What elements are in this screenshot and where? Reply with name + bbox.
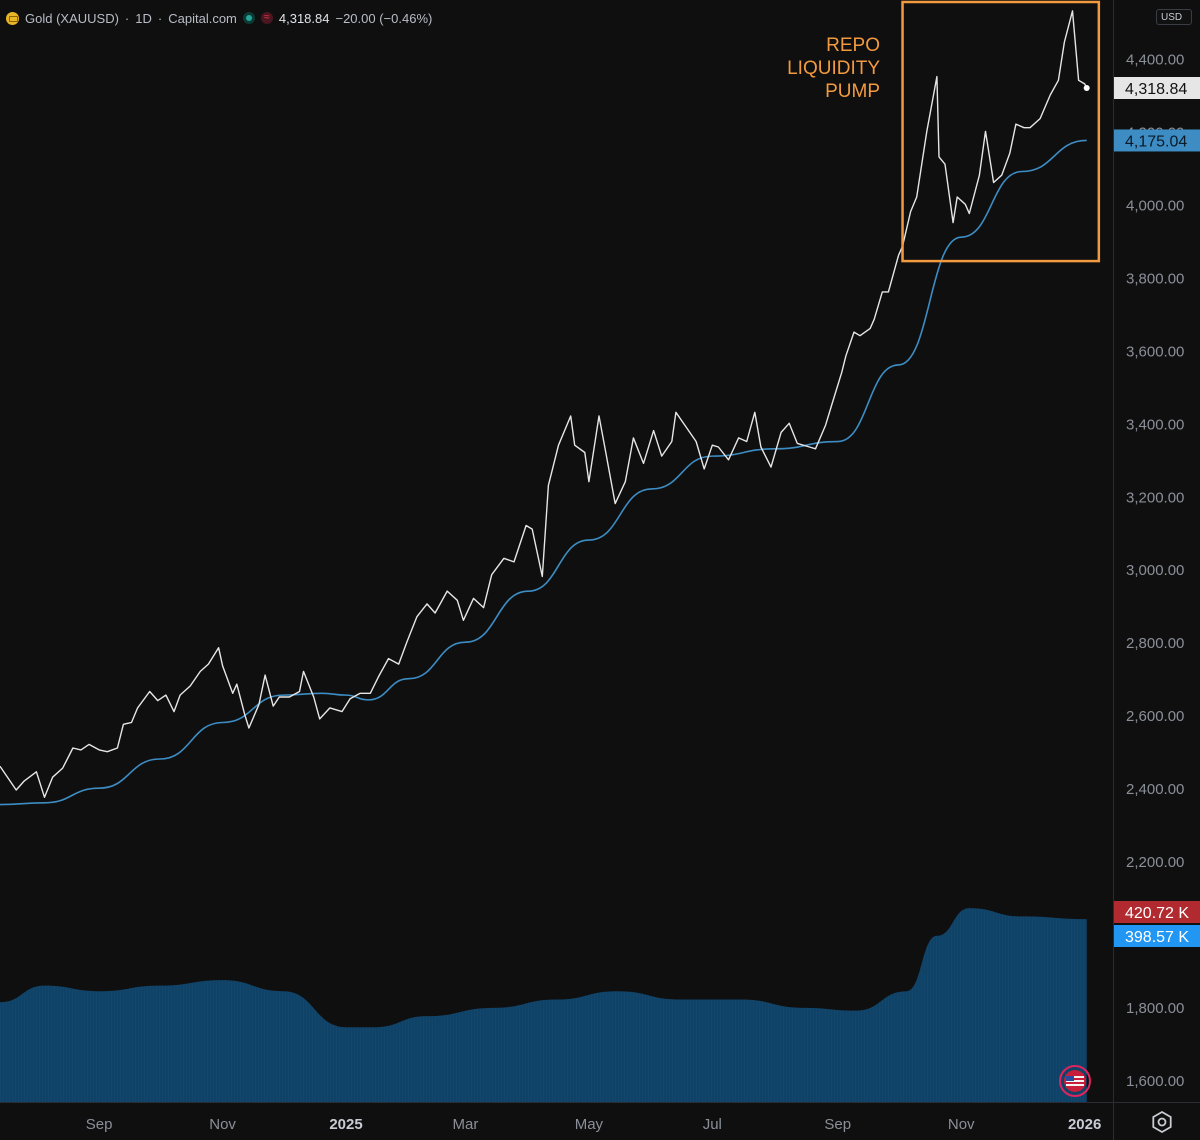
last-price: 4,318.84 — [278, 10, 330, 26]
volume-label-red-bg — [1114, 901, 1200, 923]
y-tick-label: 3,000.00 — [1126, 562, 1184, 579]
y-tick-label: 2,800.00 — [1126, 635, 1184, 652]
volume-area — [0, 908, 1087, 1102]
y-tick-label: 3,600.00 — [1126, 343, 1184, 360]
highlight-box-layer — [901, 0, 1101, 263]
time-axis-panel — [0, 1103, 1113, 1140]
x-tick-label: Nov — [948, 1116, 975, 1133]
annotation-text: REPO LIQUIDITY PUMP — [760, 34, 880, 103]
y-tick-label: 2,400.00 — [1126, 781, 1184, 798]
price-axis-panel — [1113, 0, 1200, 1140]
axis-labels: 4,318.84 4,175.04 420.72 K 398.57 K — [1114, 76, 1200, 947]
price-line — [0, 10, 1088, 798]
y-tick-label: 3,200.00 — [1126, 489, 1184, 506]
us-flag-icon[interactable] — [1055, 1065, 1095, 1097]
x-tick-label: Jul — [703, 1116, 722, 1133]
x-tick-label: May — [575, 1116, 604, 1133]
currency-swap-icon: ≈ — [260, 12, 273, 24]
moving-average-label: 4,175.04 — [1125, 133, 1187, 150]
annotation-line: PUMP — [825, 81, 880, 102]
volume-label-red: 420.72 K — [1125, 905, 1189, 922]
y-tick-label: 4,400.00 — [1126, 51, 1184, 68]
y-tick-label: 4,000.00 — [1126, 197, 1184, 214]
time-axis[interactable]: Sep Nov 2025 Mar May Jul Sep Nov 2026 — [0, 1103, 1113, 1140]
annotation-line: LIQUIDITY — [787, 58, 880, 79]
y-tick-label: 1,800.00 — [1126, 1000, 1184, 1017]
moving-average-line — [0, 139, 1087, 806]
y-tick-label: 1,600.00 — [1126, 1073, 1184, 1090]
y-tick-label: 2,600.00 — [1126, 708, 1184, 725]
volume-label-blue-bg — [1114, 925, 1200, 947]
price-layer — [0, 10, 1090, 798]
last-price-label-bg — [1114, 76, 1200, 99]
x-tick-label: 2026 — [1068, 1116, 1101, 1133]
data-source: Capital.com — [168, 10, 237, 26]
y-tick-label: 3,400.00 — [1126, 416, 1184, 433]
moving-average-label-bg — [1114, 129, 1200, 152]
separator: · — [157, 10, 163, 26]
moving-average-layer — [0, 139, 1087, 806]
settings-gear-icon[interactable] — [1150, 1110, 1174, 1134]
x-tick-label: Sep — [86, 1116, 113, 1133]
market-open-icon — [242, 12, 255, 24]
volume-pane — [0, 842, 1087, 1102]
y-tick-label: 3,800.00 — [1126, 270, 1184, 287]
x-tick-label: Nov — [209, 1116, 236, 1133]
x-tick-label: Sep — [824, 1116, 851, 1133]
separator: · — [124, 10, 130, 26]
gold-coin-icon — [6, 11, 19, 25]
x-tick-label: 2025 — [329, 1116, 362, 1133]
x-tick-label: Mar — [453, 1116, 479, 1133]
annotation-line: REPO — [826, 35, 880, 56]
last-price-dot — [1083, 84, 1090, 91]
last-price-label: 4,318.84 — [1125, 81, 1187, 98]
price-change: −20.00 (−0.46%) — [335, 10, 433, 26]
currency-selector[interactable]: USD — [1156, 9, 1192, 25]
symbol-name[interactable]: Gold (XAUUSD) — [25, 10, 119, 26]
interval[interactable]: 1D — [135, 10, 152, 26]
y-tick-label: 2,200.00 — [1126, 854, 1184, 871]
symbol-header[interactable]: Gold (XAUUSD) · 1D · Capital.com ≈ 4,318… — [6, 8, 432, 28]
volume-label-blue: 398.57 K — [1125, 929, 1189, 946]
highlight-box — [901, 0, 1101, 263]
